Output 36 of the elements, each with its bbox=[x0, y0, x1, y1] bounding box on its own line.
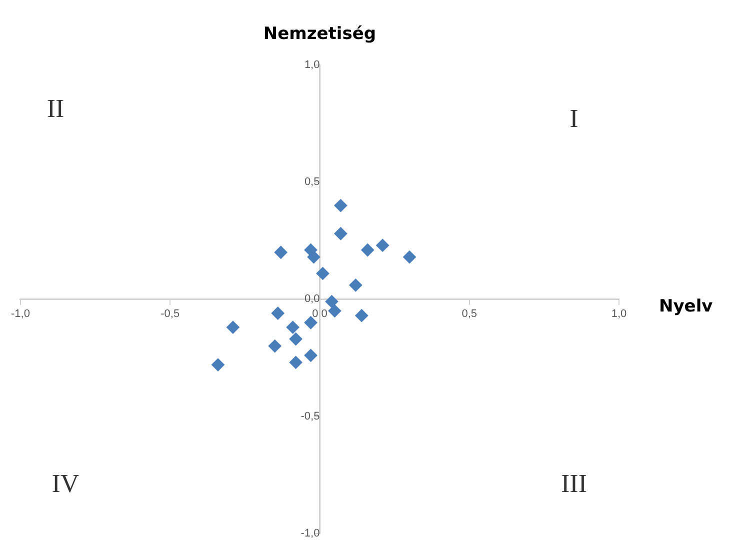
point bbox=[355, 309, 368, 322]
y-tick-label: 0,5 bbox=[304, 176, 320, 188]
point bbox=[289, 332, 302, 346]
y-tick-label: 0,0 bbox=[304, 293, 320, 306]
annotation: IV bbox=[52, 469, 80, 498]
point bbox=[334, 199, 348, 212]
y-axis-title: Nemzetiség bbox=[263, 24, 376, 44]
y-tick-label: -1,0 bbox=[300, 527, 320, 540]
point bbox=[211, 358, 224, 372]
point bbox=[316, 266, 330, 280]
y-tick-label: -0,5 bbox=[300, 410, 320, 422]
x-tick-label: -0,5 bbox=[160, 308, 180, 320]
annotation: III bbox=[561, 469, 587, 498]
y-tick-label: 1,0 bbox=[304, 59, 320, 72]
point bbox=[286, 320, 300, 334]
point bbox=[226, 320, 240, 334]
point bbox=[304, 348, 318, 362]
point bbox=[289, 356, 302, 369]
point bbox=[403, 250, 416, 264]
point bbox=[304, 316, 318, 330]
point bbox=[271, 306, 284, 320]
point bbox=[268, 340, 282, 353]
annotation: I bbox=[570, 104, 578, 133]
x-tick-label: -1,0 bbox=[10, 308, 30, 320]
point bbox=[334, 227, 348, 240]
point bbox=[376, 238, 390, 252]
x-tick-label: 1,0 bbox=[611, 308, 627, 320]
point bbox=[325, 295, 338, 308]
annotation: II bbox=[46, 94, 64, 123]
point bbox=[349, 278, 362, 292]
point bbox=[361, 244, 374, 257]
x-tick-label: 0,5 bbox=[462, 308, 478, 320]
point bbox=[328, 304, 342, 318]
x-axis-title: Nyelv bbox=[659, 296, 713, 317]
point bbox=[274, 246, 288, 259]
point bbox=[307, 250, 320, 264]
